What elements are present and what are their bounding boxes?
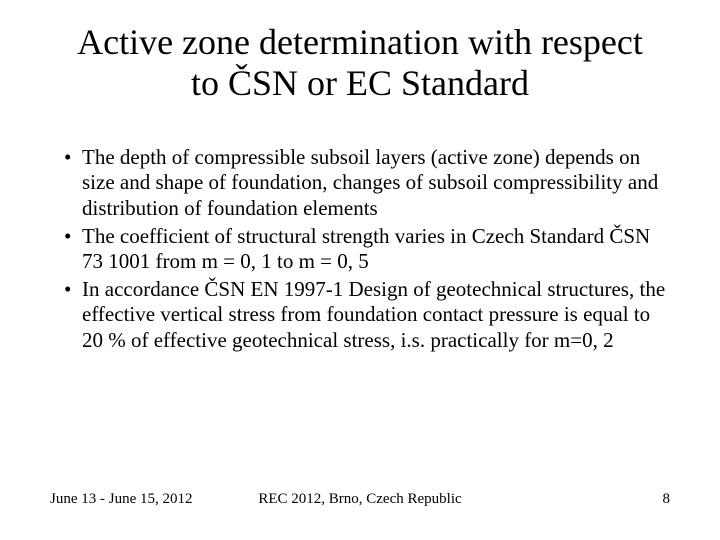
footer-venue: REC 2012, Brno, Czech Republic <box>258 491 461 508</box>
bullet-item: The depth of compressible subsoil layers… <box>64 145 670 222</box>
slide-title: Active zone determination with respect t… <box>50 22 670 105</box>
footer-date: June 13 - June 15, 2012 <box>50 491 193 508</box>
bullet-list: The depth of compressible subsoil layers… <box>50 145 670 356</box>
slide-footer: June 13 - June 15, 2012 REC 2012, Brno, … <box>0 491 720 508</box>
slide: Active zone determination with respect t… <box>0 0 720 540</box>
bullet-item: The coefficient of structural strength v… <box>64 224 670 275</box>
bullet-item: In accordance ČSN EN 1997-1 Design of ge… <box>64 277 670 354</box>
footer-page-number: 8 <box>663 491 671 508</box>
